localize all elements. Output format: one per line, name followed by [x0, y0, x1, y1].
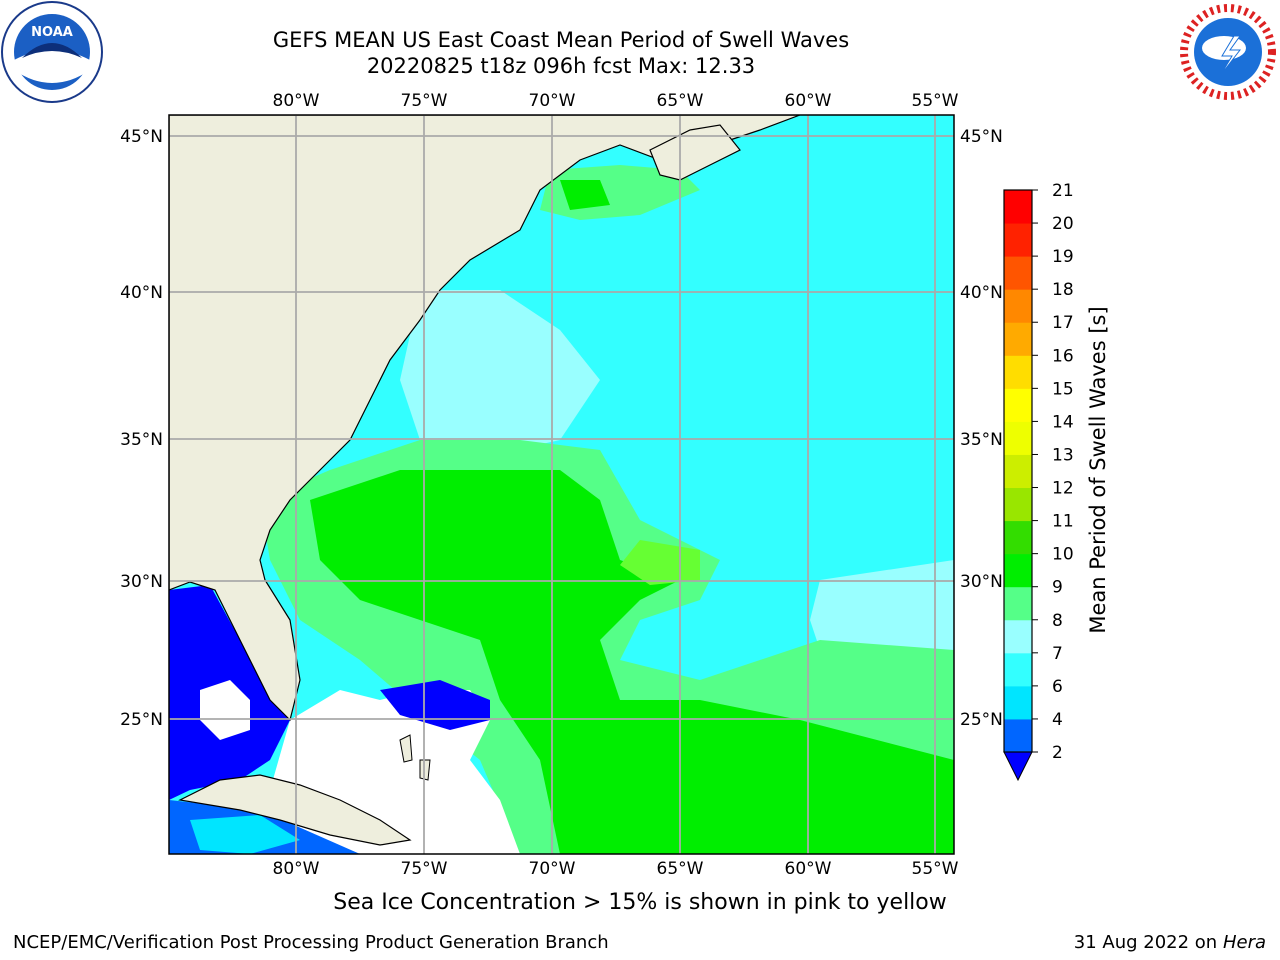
lat-tick-right: 45°N [960, 127, 1003, 147]
colorbar-tick-label: 15 [1052, 379, 1074, 399]
lon-tick-top: 70°W [529, 91, 576, 111]
colorbar-under-arrow [1003, 751, 1033, 782]
colorbar-band [1004, 223, 1032, 257]
chart-title: GEFS MEAN US East Coast Mean Period of S… [272, 28, 850, 52]
lat-ticks-left: 45°N 40°N 35°N 30°N 25°N [120, 127, 163, 730]
map-field [169, 115, 954, 854]
lon-ticks-bottom: 80°W 75°W 70°W 65°W 60°W 55°W [273, 859, 959, 879]
colorbar-tick-label: 12 [1052, 479, 1074, 499]
colorbar-band [1004, 520, 1032, 555]
colorbar-band [1004, 586, 1032, 621]
lon-tick-bottom: 80°W [273, 859, 320, 879]
colorbar-band [1004, 355, 1032, 389]
colorbar-tick-label: 8 [1052, 611, 1063, 631]
colorbar-tick-label: 4 [1052, 710, 1063, 730]
lat-tick-left: 40°N [120, 283, 163, 303]
lon-tick-top: 75°W [401, 91, 448, 111]
colorbar-band [1004, 553, 1032, 588]
noaa-logo: NOAA [1, 1, 103, 103]
colorbar-frame [1003, 189, 1033, 753]
colorbar-tick-label: 18 [1052, 280, 1074, 300]
lat-tick-right: 25°N [960, 710, 1003, 730]
colorbar-tick-label: 17 [1052, 313, 1074, 333]
colorbar: 2 4 6 7 8 9 10 11 12 13 14 15 16 17 18 19 20 21 [1003, 181, 1074, 782]
sea-ice-note-text: Sea Ice Concentration > 15% is shown in … [333, 890, 947, 915]
chart-subtitle: 20220825 t18z 096h fcst Max: 12.33 [366, 54, 756, 78]
date-text: 31 Aug 2022 on Hera [1074, 932, 1266, 953]
colorbar-band [1004, 454, 1032, 489]
svg-text:NOAA: NOAA [31, 25, 73, 40]
lat-tick-right: 30°N [960, 572, 1003, 592]
lon-tick-top: 60°W [785, 91, 832, 111]
colorbar-tick-label: 6 [1052, 677, 1063, 697]
colorbar-band [1004, 421, 1032, 455]
lon-tick-top: 80°W [273, 91, 320, 111]
lat-ticks-right: 45°N 40°N 35°N 30°N 25°N [960, 127, 1003, 730]
gulf-missing-patch [200, 680, 250, 740]
lon-tick-bottom: 75°W [401, 859, 448, 879]
colorbar-tick-label: 13 [1052, 445, 1074, 465]
colorbar-band [1004, 190, 1032, 224]
colorbar-tick-label: 20 [1052, 214, 1074, 234]
sea-ice-note: Sea Ice Concentration > 15% is shown in … [0, 890, 1280, 915]
land-north-america [169, 115, 801, 722]
deep-blue-tongue [380, 680, 490, 730]
colorbar-tick-label: 21 [1052, 181, 1074, 201]
lat-tick-left: 45°N [120, 127, 163, 147]
lon-tick-bottom: 65°W [657, 859, 704, 879]
lat-tick-left: 30°N [120, 572, 163, 592]
colorbar-tick-label: 11 [1052, 512, 1074, 532]
date-value: 31 Aug 2022 on [1073, 932, 1218, 953]
lon-tick-bottom: 55°W [912, 859, 959, 879]
land-nova-scotia [649, 124, 741, 181]
map-gridlines [169, 115, 954, 854]
lon-tick-bottom: 70°W [529, 859, 576, 879]
colorbar-tick-label: 10 [1052, 545, 1074, 565]
ocean-band-light [400, 290, 600, 460]
colorbar-band [1004, 322, 1032, 356]
colorbar-band [1004, 652, 1032, 687]
lon-tick-top: 65°W [657, 91, 704, 111]
lat-tick-right: 35°N [960, 430, 1003, 450]
lon-ticks-top: 80°W 75°W 70°W 65°W 60°W 55°W [273, 91, 959, 111]
lat-tick-left: 35°N [120, 430, 163, 450]
colorbar-bands [1004, 190, 1032, 753]
credit-text: NCEP/EMC/Verification Post Processing Pr… [13, 932, 609, 953]
lon-tick-bottom: 60°W [785, 859, 832, 879]
colorbar-tick-label: 16 [1052, 346, 1074, 366]
colorbar-label: Mean Period of Swell Waves [s] [1086, 306, 1110, 634]
colorbar-band [1004, 388, 1032, 422]
land-bahamas-2 [419, 759, 431, 781]
colorbar-tick-label: 14 [1052, 412, 1074, 432]
colorbar-tick-label: 9 [1052, 578, 1063, 598]
nws-logo [1178, 2, 1278, 102]
caribbean-patch [190, 815, 300, 854]
colorbar-ticks: 2 4 6 7 8 9 10 11 12 13 14 15 16 17 18 19 20 21 [1032, 181, 1074, 763]
map-frame [168, 114, 955, 855]
lat-tick-right: 40°N [960, 283, 1003, 303]
colorbar-tick-label: 19 [1052, 247, 1074, 267]
colorbar-tick-label: 7 [1052, 644, 1063, 664]
colorbar-band [1004, 487, 1032, 522]
colorbar-band [1004, 718, 1032, 753]
land-bahamas-1 [399, 734, 413, 763]
lat-tick-left: 25°N [120, 710, 163, 730]
colorbar-tick-label: 2 [1052, 743, 1063, 763]
ocean-gulf-maine-core [560, 180, 610, 210]
ocean-band-high [310, 470, 954, 854]
colorbar-band [1004, 289, 1032, 323]
colorbar-band [1004, 256, 1032, 290]
colorbar-label-wrap: Mean Period of Swell Waves [s] [1078, 190, 1118, 750]
colorbar-band [1004, 619, 1032, 654]
lon-tick-top: 55°W [912, 91, 959, 111]
land-cuba [178, 774, 412, 846]
colorbar-band [1004, 685, 1032, 720]
machine-name: Hera [1222, 932, 1266, 953]
